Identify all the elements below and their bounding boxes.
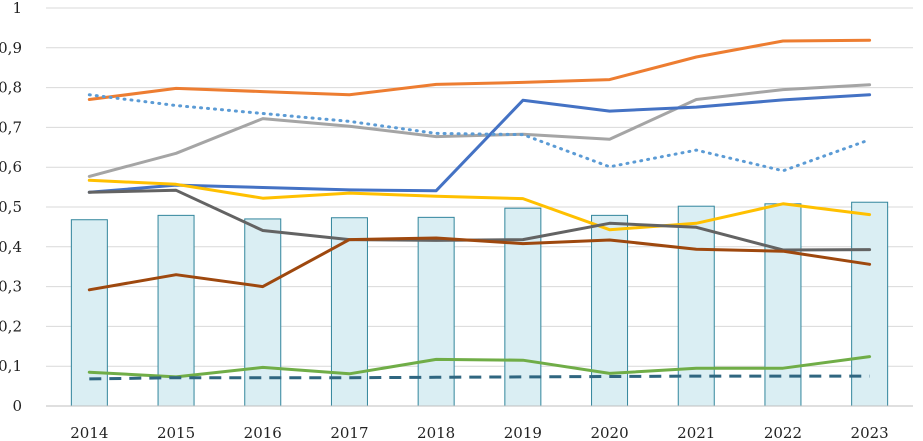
series-line [89,374,870,381]
y-tick-label: 0,5 [0,198,22,216]
y-tick-label: 0,6 [0,158,22,176]
y-tick-label: 0,7 [0,118,22,136]
y-tick-label: 0,2 [0,317,22,335]
y-tick-label: 1 [12,0,22,17]
y-tick-label: 0,4 [0,238,22,256]
x-tick-label: 2016 [244,424,282,441]
series-line [87,93,872,173]
x-tick-label: 2019 [504,424,542,441]
series-line [87,38,872,101]
series-line [87,93,872,194]
x-tick-label: 2015 [157,424,195,441]
series-line [87,236,872,292]
bar [677,205,715,407]
y-tick-label: 0,3 [0,278,22,296]
line-series [87,38,872,381]
x-tick-label: 2023 [851,424,889,441]
x-tick-label: 2017 [330,424,368,441]
series-line [87,178,872,232]
y-tick-label: 0,8 [0,79,22,97]
x-tick-label: 2020 [590,424,628,441]
bar [70,219,108,407]
y-tick-label: 0,1 [0,357,22,375]
x-tick-label: 2014 [70,424,108,441]
bar [157,214,195,407]
y-tick-label: 0 [12,397,22,415]
x-tick-label: 2021 [677,424,715,441]
series-line [87,355,872,379]
bar [851,201,889,407]
bar [764,203,802,407]
x-tick-label: 2022 [764,424,802,441]
bar [417,216,455,407]
y-tick-label: 0,9 [0,39,22,57]
x-tick-label: 2018 [417,424,455,441]
